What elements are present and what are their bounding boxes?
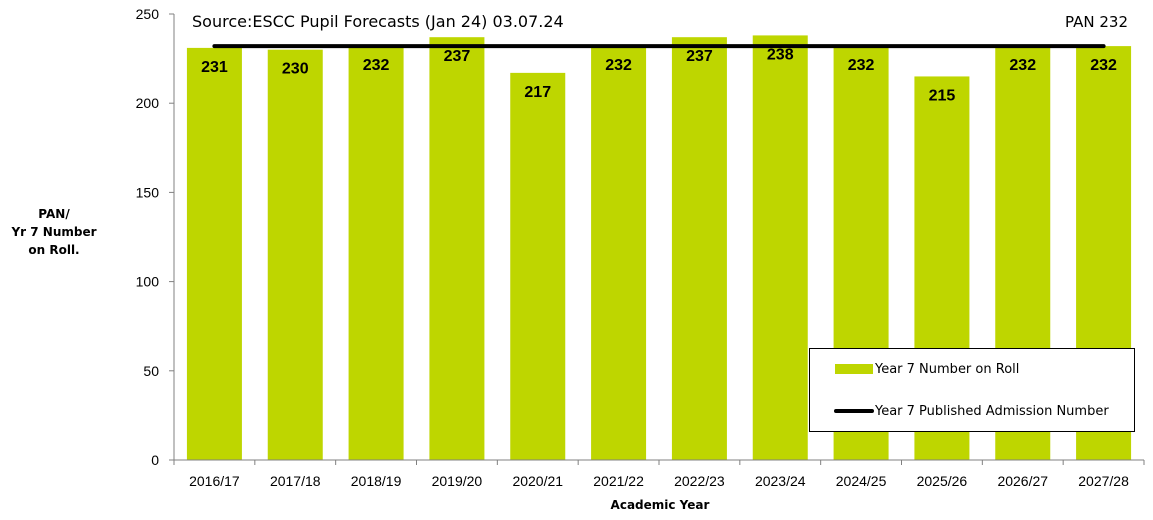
y-tick-label: 150 [136, 184, 160, 200]
y-axis-title-line1: PAN/ [38, 207, 70, 221]
y-axis-title: PAN/ Yr 7 Number on Roll. [0, 205, 108, 259]
y-tick-label: 200 [136, 95, 160, 111]
x-tick-label: 2017/18 [270, 473, 321, 489]
x-tick-label: 2021/22 [593, 473, 644, 489]
bar-value-label: 237 [686, 48, 713, 65]
axes-group: 0 50 100 150 200 250 2016/17 2017/18 2018/19 2019… [136, 6, 1145, 489]
x-tick-label: 2027/28 [1078, 473, 1129, 489]
bar-value-label: 238 [767, 46, 794, 63]
pan-annotation: PAN 232 [1065, 13, 1128, 31]
bar-labels-group: 231 230 232 237 217 232 237 238 232 215 232 232 [201, 46, 1117, 104]
y-tick-label: 100 [136, 274, 160, 290]
x-tick-label: 2025/26 [917, 473, 968, 489]
legend: Year 7 Number on Roll Year 7 Published A… [809, 348, 1135, 432]
x-tick-label: 2016/17 [189, 473, 240, 489]
y-axis-title-line2: Yr 7 Number [11, 225, 97, 239]
x-tick-label: 2023/24 [755, 473, 806, 489]
bar-2017-18 [267, 49, 323, 461]
x-tick-label: 2020/21 [512, 473, 563, 489]
legend-item-bar: Year 7 Number on Roll [810, 359, 1134, 379]
bar-value-label: 232 [605, 57, 632, 74]
legend-bar-label: Year 7 Number on Roll [875, 361, 1020, 377]
source-note: Source:ESCC Pupil Forecasts (Jan 24) 03.… [192, 12, 564, 31]
legend-item-line: Year 7 Published Admission Number [810, 401, 1134, 421]
bar-2019-20 [429, 37, 485, 460]
bar-value-label: 230 [282, 61, 309, 78]
bar-value-label: 232 [363, 57, 390, 74]
x-tick-label: 2026/27 [997, 473, 1048, 489]
bar-value-label: 237 [444, 48, 471, 65]
y-tick-label: 250 [136, 6, 160, 22]
bar-value-label: 231 [201, 59, 228, 76]
bar-2020-21 [510, 72, 566, 460]
legend-bar-swatch [835, 364, 873, 374]
bar-value-label: 217 [524, 84, 551, 101]
bar-2023-24 [752, 35, 808, 461]
bar-value-label: 232 [1009, 57, 1036, 74]
legend-line-label: Year 7 Published Admission Number [875, 403, 1109, 419]
x-tick-label: 2022/23 [674, 473, 725, 489]
bar-value-label: 232 [1090, 57, 1117, 74]
x-axis-title: Academic Year [610, 498, 710, 512]
bar-2018-19 [348, 46, 404, 460]
x-tick-label: 2024/25 [836, 473, 887, 489]
x-tick-label: 2019/20 [432, 473, 483, 489]
bar-value-label: 215 [929, 87, 956, 104]
x-tick-label: 2018/19 [351, 473, 402, 489]
bar-2022-23 [671, 37, 727, 460]
y-tick-label: 0 [151, 452, 159, 468]
legend-line-swatch [834, 409, 874, 413]
bar-2016-17 [186, 47, 242, 461]
bar-value-label: 232 [848, 57, 875, 74]
bar-2021-22 [591, 46, 647, 460]
y-tick-label: 50 [143, 363, 159, 379]
y-axis-title-line3: on Roll. [28, 243, 80, 257]
